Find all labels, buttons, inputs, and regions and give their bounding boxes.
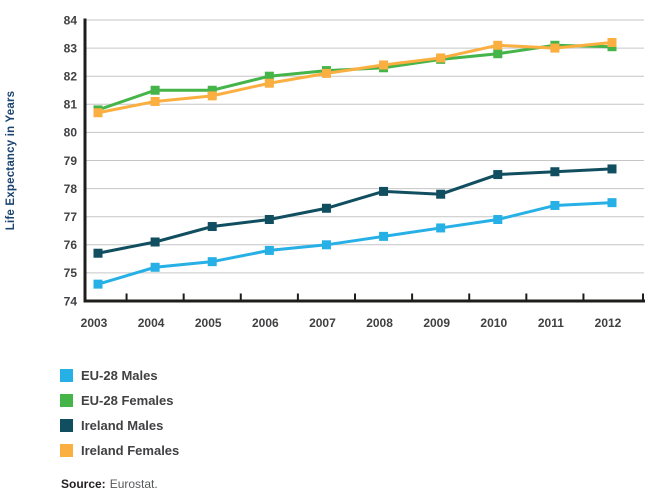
x-tick-label-2012: 2012 xyxy=(595,316,622,330)
source-text: Eurostat. xyxy=(109,477,158,491)
y-tick-label-76: 76 xyxy=(64,238,78,252)
y-axis-title: Life Expectancy in Years xyxy=(5,91,17,230)
source-note: Source: Eurostat. xyxy=(61,477,650,491)
marker-ireland-males-2006 xyxy=(264,215,274,225)
marker-ireland-males-2011 xyxy=(550,167,560,177)
marker-ireland-males-2005 xyxy=(207,222,217,232)
legend-label-eu-28-females: EU-28 Females xyxy=(81,393,174,408)
chart-svg: 74 75 76 77 78 79 80 81 82 83 84 2003 2004 2005 2006 20… xyxy=(5,13,645,330)
x-tick-label-2009: 2009 xyxy=(423,316,450,330)
x-tick-label-2011: 2011 xyxy=(538,316,564,330)
marker-eu-28-males-2009 xyxy=(436,223,446,233)
marker-eu-28-males-2011 xyxy=(550,200,560,210)
marker-eu-28-males-2012 xyxy=(607,198,617,208)
marker-ireland-females-2005 xyxy=(207,91,217,101)
marker-eu-28-males-2003 xyxy=(93,279,103,289)
series-line-ireland-males xyxy=(97,167,613,255)
series-line-ireland-females xyxy=(97,40,613,115)
marker-ireland-females-2010 xyxy=(493,40,503,50)
marker-eu-28-females-2010 xyxy=(493,49,503,59)
marker-ireland-females-2006 xyxy=(264,78,274,88)
marker-ireland-males-2004 xyxy=(150,237,160,247)
legend-item-eu-28-males: EU-28 Males xyxy=(60,363,650,388)
legend-item-ireland-females: Ireland Females xyxy=(60,438,650,463)
legend-label-ireland-females: Ireland Females xyxy=(81,443,180,458)
marker-eu-28-males-2005 xyxy=(207,257,217,267)
y-tick-label-79: 79 xyxy=(64,154,78,168)
x-tick-label-2004: 2004 xyxy=(138,316,165,330)
marker-eu-28-males-2007 xyxy=(321,240,331,250)
marker-ireland-females-2012 xyxy=(607,37,617,47)
marker-eu-28-females-2006 xyxy=(264,71,274,81)
legend-swatch-eu-28-females xyxy=(60,394,73,407)
x-tick-label-2007: 2007 xyxy=(309,316,336,330)
x-tick-label-2010: 2010 xyxy=(480,316,507,330)
marker-ireland-females-2007 xyxy=(321,68,331,78)
marker-eu-28-males-2010 xyxy=(493,215,503,225)
marker-eu-28-females-2005 xyxy=(207,85,217,95)
marker-ireland-males-2009 xyxy=(436,189,446,199)
marker-eu-28-males-2004 xyxy=(150,262,160,272)
legend-label-ireland-males: Ireland Males xyxy=(81,418,164,433)
marker-ireland-females-2003 xyxy=(93,108,103,118)
marker-ireland-females-2008 xyxy=(379,60,389,70)
marker-ireland-females-2009 xyxy=(436,53,446,63)
y-tick-label-82: 82 xyxy=(64,70,78,84)
marker-ireland-males-2010 xyxy=(493,170,503,180)
y-tick-label-81: 81 xyxy=(64,98,78,112)
marker-ireland-females-2004 xyxy=(150,96,160,106)
x-tick-label-2005: 2005 xyxy=(195,316,222,330)
marker-eu-28-males-2006 xyxy=(264,245,274,255)
y-tick-label-78: 78 xyxy=(64,182,78,196)
marker-ireland-males-2007 xyxy=(321,203,331,213)
legend-swatch-ireland-males xyxy=(60,419,73,432)
marker-eu-28-females-2004 xyxy=(150,85,160,95)
series-line-eu-28-males xyxy=(97,201,613,286)
legend-swatch-ireland-females xyxy=(60,444,73,457)
legend: EU-28 Males EU-28 Females Ireland Males Ire… xyxy=(60,363,650,463)
legend-label-eu-28-males: EU-28 Males xyxy=(81,368,158,383)
source-label: Source: xyxy=(61,477,106,491)
marker-ireland-females-2011 xyxy=(550,43,560,53)
y-tick-label-84: 84 xyxy=(64,13,78,27)
y-tick-label-80: 80 xyxy=(64,126,78,140)
series-ireland-males xyxy=(93,164,617,258)
marker-eu-28-males-2008 xyxy=(379,231,389,241)
y-tick-label-77: 77 xyxy=(64,210,78,224)
y-tick-label-75: 75 xyxy=(64,266,78,280)
x-tick-label-2006: 2006 xyxy=(252,316,279,330)
series-eu-28-females xyxy=(93,40,617,115)
series-eu-28-males xyxy=(93,198,617,289)
legend-item-ireland-males: Ireland Males xyxy=(60,413,650,438)
legend-swatch-eu-28-males xyxy=(60,369,73,382)
marker-ireland-males-2012 xyxy=(607,164,617,174)
series-ireland-females xyxy=(93,37,617,118)
chart-area: 74 75 76 77 78 79 80 81 82 83 84 2003 2004 2005 2006 20… xyxy=(5,13,645,330)
legend-item-eu-28-females: EU-28 Females xyxy=(60,388,650,413)
x-tick-label-2003: 2003 xyxy=(81,316,108,330)
y-tick-label-83: 83 xyxy=(64,41,78,55)
y-tick-label-74: 74 xyxy=(64,294,78,308)
x-tick-label-2008: 2008 xyxy=(366,316,393,330)
marker-ireland-males-2008 xyxy=(379,186,389,196)
marker-ireland-males-2003 xyxy=(93,248,103,258)
